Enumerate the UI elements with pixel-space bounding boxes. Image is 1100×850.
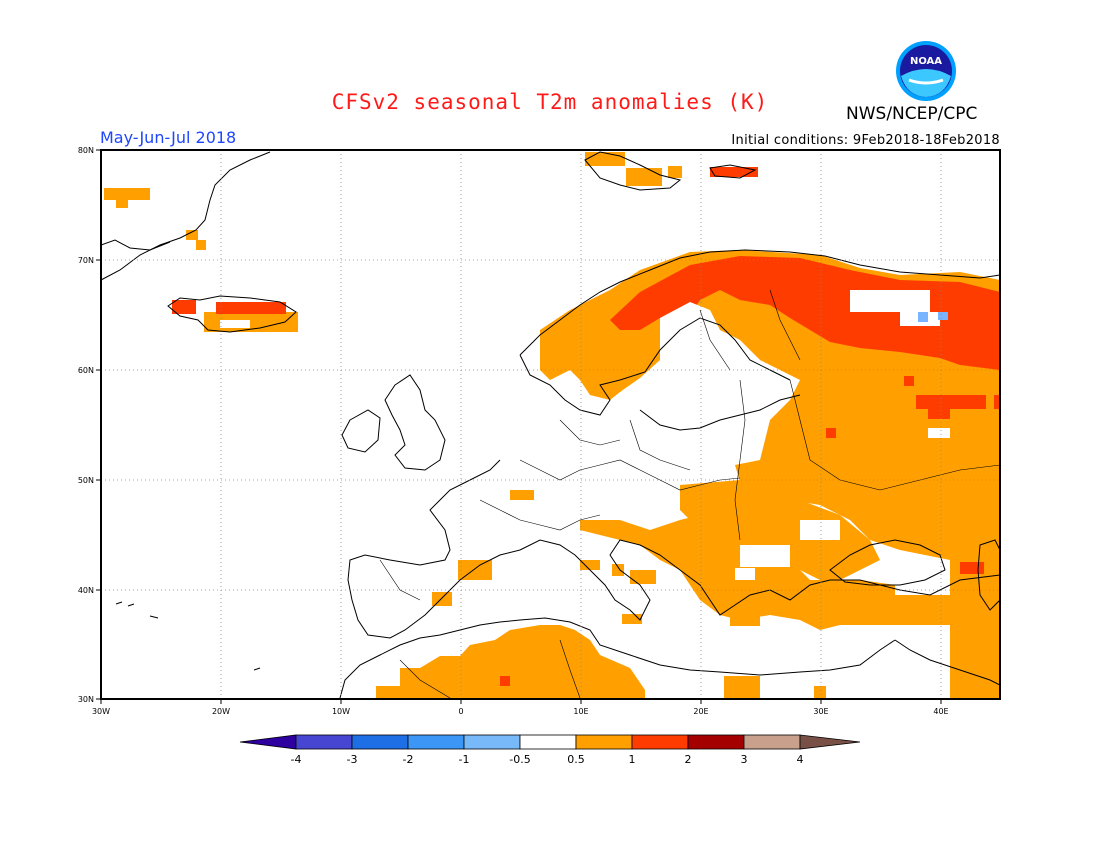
colorbar-label: -2	[403, 753, 414, 766]
colorbar-label: -3	[347, 753, 358, 766]
lat-tick-label: 40N	[78, 586, 94, 595]
colorbar-swatch	[351, 734, 409, 750]
eastern-europe-orange	[680, 478, 880, 580]
colorbar-label: -0.5	[509, 753, 530, 766]
agency-label: NWS/NCEP/CPC	[846, 104, 978, 124]
colorbar-swatch	[407, 734, 465, 750]
lat-axis: 80N 70N 60N 50N 40N 30N	[78, 146, 101, 704]
lat-tick-label: 50N	[78, 476, 94, 485]
lat-tick-label: 80N	[78, 146, 94, 155]
colorbar: -4 -3 -2 -1 -0.5 0.5 1 2 3 4	[239, 734, 861, 766]
lat-tick-label: 60N	[78, 366, 94, 375]
colorbar-label: -4	[291, 753, 302, 766]
colorbar-swatch	[687, 734, 745, 750]
spitsbergen-anomaly	[585, 152, 682, 186]
colorbar-right-arrow	[799, 734, 861, 750]
colorbar-label: 2	[685, 753, 692, 766]
colorbar-swatch	[519, 734, 577, 750]
lat-tick-label: 30N	[78, 695, 94, 704]
franz-josef-anomaly	[710, 167, 758, 177]
lon-axis: 30W 20W 10W 0 10E 20E 30E 40E	[92, 699, 949, 716]
season-label: May-Jun-Jul 2018	[100, 128, 237, 147]
lon-tick-label: 10E	[573, 707, 588, 716]
lon-tick-label: 20W	[212, 707, 230, 716]
northeast-europe-orange	[540, 250, 1000, 699]
colorbar-swatch	[463, 734, 521, 750]
lon-tick-label: 20E	[693, 707, 708, 716]
russia-red-spots	[826, 376, 1000, 438]
colorbar-label: 0.5	[567, 753, 585, 766]
northern-red-anomaly	[610, 256, 1000, 370]
coastlines	[101, 151, 1000, 699]
greenland-anomaly	[104, 188, 150, 200]
initial-conditions-label: Initial conditions: 9Feb2018-18Feb2018	[731, 133, 1000, 148]
colorbar-swatch	[295, 734, 353, 750]
colorbar-left-arrow	[239, 734, 297, 750]
colorbar-swatch	[631, 734, 689, 750]
colorbar-swatch	[575, 734, 633, 750]
scandinavia-neutral	[640, 290, 950, 438]
blue-anomaly-cell	[918, 312, 928, 322]
anomaly-fields	[104, 152, 1000, 699]
colorbar-label: 1	[629, 753, 636, 766]
lon-tick-label: 40E	[933, 707, 948, 716]
lat-tick-label: 70N	[78, 256, 94, 265]
north-africa-orange	[376, 625, 645, 698]
lon-tick-label: 30E	[813, 707, 828, 716]
lon-tick-label: 10W	[332, 707, 350, 716]
colorbar-label: 3	[741, 753, 748, 766]
map-frame	[100, 149, 1001, 700]
iceland-anomaly	[172, 300, 298, 332]
lon-tick-label: 30W	[92, 707, 110, 716]
lon-tick-label: 0	[458, 707, 463, 716]
colorbar-swatch	[743, 734, 801, 750]
chart-title: CFSv2 seasonal T2m anomalies (K)	[331, 90, 769, 114]
noaa-logo-text: NOAA	[910, 56, 942, 67]
noaa-logo-icon: NOAA	[895, 40, 957, 102]
colorbar-label: 4	[797, 753, 804, 766]
colorbar-label: -1	[459, 753, 470, 766]
